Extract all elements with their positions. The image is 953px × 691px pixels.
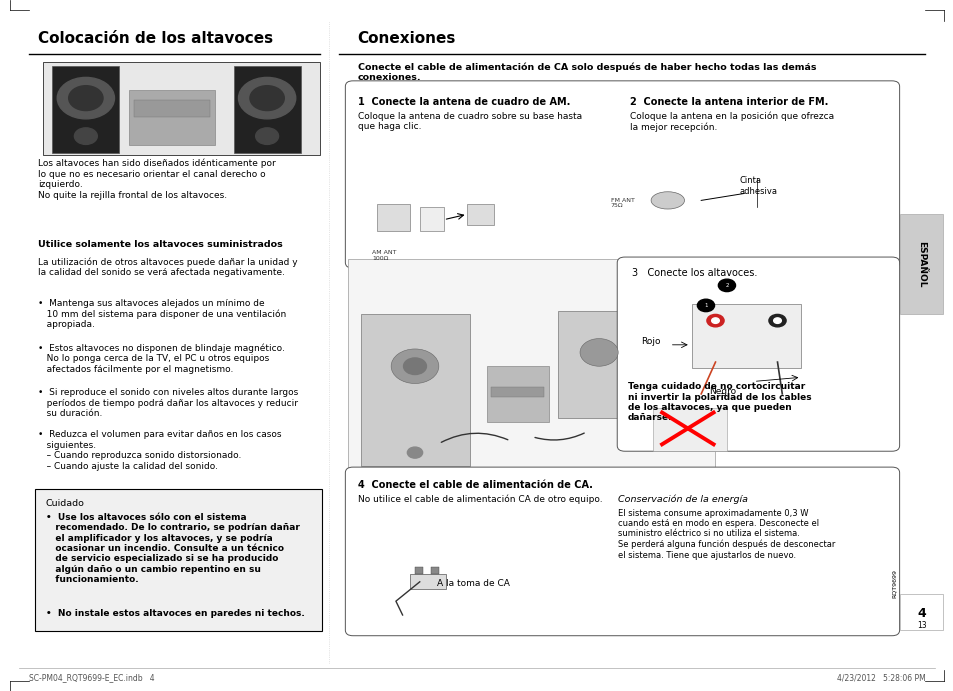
Bar — [486, 366, 548, 422]
Bar — [415, 567, 422, 574]
Circle shape — [74, 128, 97, 144]
Text: Conservación de la energía: Conservación de la energía — [618, 494, 747, 504]
Text: •  Use los altavoces sólo con el sistema
   recomendado. De lo contrario, se pod: • Use los altavoces sólo con el sistema … — [46, 513, 299, 584]
Text: •  Reduzca el volumen para evitar daños en los casos
   siguientes.
   – Cuando : • Reduzca el volumen para evitar daños e… — [38, 430, 281, 471]
Bar — [410, 574, 446, 589]
Text: A la toma de CA: A la toma de CA — [436, 579, 509, 588]
Text: •  Estos altavoces no disponen de blindaje magnético.
   No lo ponga cerca de la: • Estos altavoces no disponen de blindaj… — [38, 343, 285, 374]
Text: 3   Conecte los altavoces.: 3 Conecte los altavoces. — [631, 268, 756, 278]
Circle shape — [57, 77, 114, 119]
Text: 4: 4 — [916, 607, 925, 620]
Text: •  Si reproduce el sonido con niveles altos durante largos
   períodos de tiempo: • Si reproduce el sonido con niveles alt… — [38, 388, 298, 418]
Text: Negro: Negro — [708, 387, 735, 396]
Circle shape — [391, 349, 438, 384]
Circle shape — [403, 358, 426, 375]
Text: Coloque la antena de cuadro sobre su base hasta
que haga clic.: Coloque la antena de cuadro sobre su bas… — [357, 112, 581, 131]
Bar — [899, 594, 942, 630]
Text: Conecte el cable de alimentación de CA solo después de haber hecho todas las dem: Conecte el cable de alimentación de CA s… — [357, 62, 816, 82]
Circle shape — [711, 318, 719, 323]
FancyBboxPatch shape — [899, 214, 942, 314]
Text: No utilice el cable de alimentación CA de otro equipo.: No utilice el cable de alimentación CA d… — [357, 495, 601, 504]
Text: AM ANT
100Ω: AM ANT 100Ω — [372, 250, 396, 261]
Circle shape — [255, 128, 278, 144]
Bar — [419, 207, 443, 231]
Text: Tenga cuidado de no cortocircuitar
ni invertir la polaridad de los cables
de los: Tenga cuidado de no cortocircuitar ni in… — [627, 382, 810, 422]
Text: •  Mantenga sus altavoces alejados un mínimo de
   10 mm del sistema para dispon: • Mantenga sus altavoces alejados un mín… — [38, 299, 286, 329]
Text: ESPAÑOL: ESPAÑOL — [916, 240, 925, 287]
FancyBboxPatch shape — [617, 257, 899, 451]
Bar — [491, 387, 543, 397]
Text: El sistema consume aproximadamente 0,3 W
cuando está en modo en espera. Desconec: El sistema consume aproximadamente 0,3 W… — [618, 509, 835, 560]
FancyBboxPatch shape — [35, 489, 322, 631]
Circle shape — [407, 447, 422, 458]
FancyBboxPatch shape — [43, 62, 319, 155]
Circle shape — [773, 318, 781, 323]
FancyBboxPatch shape — [345, 467, 899, 636]
Text: SC-PM04_RQT9699-E_EC.indb   4: SC-PM04_RQT9699-E_EC.indb 4 — [29, 673, 154, 682]
Circle shape — [69, 86, 103, 111]
Text: 4/23/2012   5:28:06 PM: 4/23/2012 5:28:06 PM — [836, 673, 924, 682]
Text: 1: 1 — [703, 303, 707, 308]
Text: Cuidado: Cuidado — [46, 499, 85, 508]
FancyBboxPatch shape — [348, 259, 715, 477]
Bar — [360, 314, 470, 466]
FancyBboxPatch shape — [345, 81, 899, 268]
Bar — [467, 204, 494, 225]
Circle shape — [718, 279, 735, 292]
Circle shape — [697, 299, 714, 312]
Text: 1  Conecte la antena de cuadro de AM.: 1 Conecte la antena de cuadro de AM. — [357, 97, 570, 106]
Text: •  No instale estos altavoces en paredes ni techos.: • No instale estos altavoces en paredes … — [46, 609, 304, 618]
Text: Los altavoces han sido diseñados idénticamente por
lo que no es necesario orient: Los altavoces han sido diseñados idéntic… — [38, 159, 275, 200]
Bar — [133, 100, 210, 117]
Circle shape — [768, 314, 785, 327]
Text: Colocación de los altavoces: Colocación de los altavoces — [38, 31, 273, 46]
Text: Utilice solamente los altavoces suministrados: Utilice solamente los altavoces suminist… — [38, 240, 283, 249]
Bar — [431, 567, 438, 574]
Circle shape — [706, 314, 723, 327]
Text: La utilización de otros altavoces puede dañar la unidad y
la calidad del sonido : La utilización de otros altavoces puede … — [38, 257, 297, 277]
Text: RQT9699: RQT9699 — [890, 569, 896, 598]
Text: Rojo: Rojo — [640, 337, 659, 346]
Text: Conexiones: Conexiones — [357, 31, 456, 46]
Bar — [129, 90, 214, 145]
Circle shape — [238, 77, 295, 119]
Bar — [52, 66, 119, 153]
Ellipse shape — [650, 192, 684, 209]
Bar — [233, 66, 300, 153]
Text: Cinta
adhesiva: Cinta adhesiva — [739, 176, 777, 196]
Bar — [376, 204, 410, 231]
Text: FM ANT
75Ω: FM ANT 75Ω — [610, 198, 634, 209]
Text: 2  Conecte la antena interior de FM.: 2 Conecte la antena interior de FM. — [629, 97, 827, 106]
Text: Coloque la antena en la posición que ofrezca
la mejor recepción.: Coloque la antena en la posición que ofr… — [629, 112, 833, 133]
Circle shape — [250, 86, 284, 111]
Text: 4  Conecte el cable de alimentación de CA.: 4 Conecte el cable de alimentación de CA… — [357, 480, 592, 490]
Bar — [652, 408, 726, 451]
Bar — [691, 304, 801, 368]
Circle shape — [579, 339, 618, 366]
Bar — [558, 311, 639, 418]
Text: 2: 2 — [724, 283, 728, 288]
Text: 13: 13 — [916, 621, 925, 630]
